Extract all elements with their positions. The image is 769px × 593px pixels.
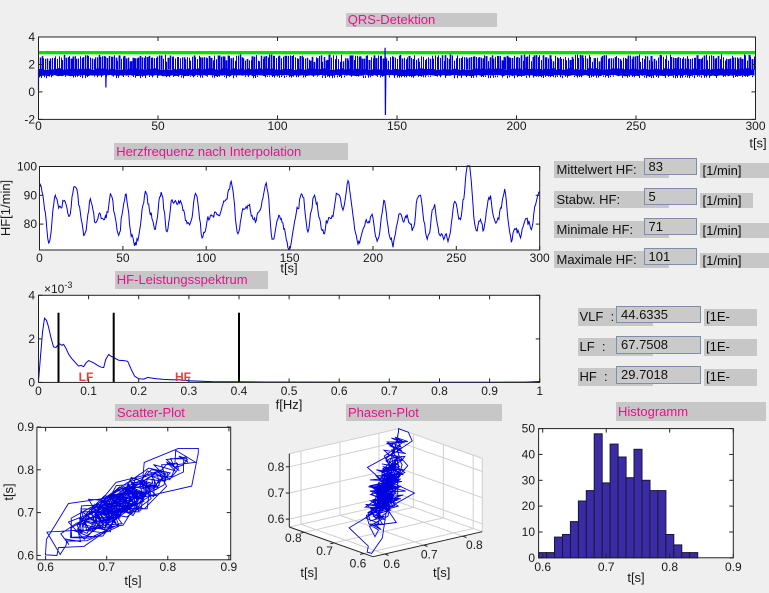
svg-text:t[s]: t[s]: [749, 136, 766, 151]
svg-text:HF[1/min]: HF[1/min]: [0, 180, 13, 236]
svg-text:0: 0: [35, 384, 42, 398]
svg-text:0.8: 0.8: [285, 531, 302, 545]
svg-text:50: 50: [151, 119, 165, 133]
svg-text:100: 100: [17, 160, 37, 174]
svg-text:50: 50: [522, 422, 536, 436]
svg-text:0.8: 0.8: [17, 463, 34, 477]
svg-text:0.4: 0.4: [231, 384, 248, 398]
svg-text:0.8: 0.8: [268, 460, 285, 474]
svg-text:30: 30: [522, 473, 536, 487]
svg-text:1: 1: [536, 384, 543, 398]
svg-text:40: 40: [522, 447, 536, 461]
svg-text:t[s]: t[s]: [124, 573, 141, 588]
svg-text:0.8: 0.8: [159, 560, 176, 574]
svg-text:150: 150: [387, 119, 407, 133]
svg-text:0.6: 0.6: [37, 560, 54, 574]
svg-text:200: 200: [363, 251, 383, 265]
svg-text:t[s]: t[s]: [1, 483, 16, 500]
svg-text:0: 0: [35, 119, 42, 133]
svg-text:0.7: 0.7: [268, 486, 285, 500]
svg-text:t[s]: t[s]: [433, 565, 450, 580]
svg-text:0.6: 0.6: [534, 560, 551, 574]
svg-text:0.8: 0.8: [661, 560, 678, 574]
svg-text:20: 20: [522, 499, 536, 513]
svg-text:50: 50: [116, 251, 130, 265]
svg-text:0.1: 0.1: [80, 384, 97, 398]
svg-text:0: 0: [28, 375, 35, 389]
svg-text:0.5: 0.5: [281, 384, 298, 398]
svg-text:0.9: 0.9: [481, 384, 498, 398]
svg-text:0.8: 0.8: [431, 384, 448, 398]
svg-text:LF: LF: [79, 370, 94, 384]
svg-text:t[s]: t[s]: [627, 570, 644, 585]
svg-text:10: 10: [522, 525, 536, 539]
svg-text:0.9: 0.9: [725, 560, 742, 574]
svg-text:0.6: 0.6: [268, 512, 285, 526]
svg-text:250: 250: [626, 119, 646, 133]
svg-text:90: 90: [24, 188, 38, 202]
svg-text:0.6: 0.6: [350, 557, 367, 571]
svg-text:150: 150: [280, 251, 300, 265]
svg-text:0: 0: [36, 251, 43, 265]
svg-text:0.2: 0.2: [130, 384, 147, 398]
svg-text:t[s]: t[s]: [280, 261, 297, 276]
svg-text:0.9: 0.9: [17, 420, 34, 434]
svg-text:0.7: 0.7: [316, 544, 333, 558]
svg-text:0.6: 0.6: [331, 384, 348, 398]
svg-text:0.6: 0.6: [17, 548, 34, 562]
svg-text:0.3: 0.3: [181, 384, 198, 398]
svg-text:100: 100: [267, 119, 287, 133]
svg-text:4: 4: [28, 30, 35, 44]
svg-text:0: 0: [28, 85, 35, 99]
svg-text:2: 2: [28, 332, 35, 346]
svg-text:0.7: 0.7: [598, 560, 615, 574]
svg-text:0.8: 0.8: [466, 538, 483, 552]
svg-text:2: 2: [28, 58, 35, 72]
svg-text:t[s]: t[s]: [300, 565, 317, 580]
svg-text:100: 100: [196, 251, 216, 265]
svg-text:250: 250: [446, 251, 466, 265]
svg-text:300: 300: [745, 119, 765, 133]
svg-text:HF: HF: [175, 370, 191, 384]
svg-text:300: 300: [530, 251, 550, 265]
svg-text:0.7: 0.7: [381, 384, 398, 398]
svg-text:0: 0: [528, 551, 535, 565]
svg-text:0.6: 0.6: [383, 557, 400, 571]
svg-text:80: 80: [24, 217, 38, 231]
svg-text:f[Hz]: f[Hz]: [276, 397, 303, 412]
svg-text:-2: -2: [24, 112, 35, 126]
svg-text:200: 200: [506, 119, 526, 133]
svg-text:0.7: 0.7: [421, 548, 438, 562]
svg-text:4: 4: [28, 288, 35, 302]
svg-text:0.7: 0.7: [98, 560, 115, 574]
svg-text:0.7: 0.7: [17, 506, 34, 520]
svg-text:×10-3: ×10-3: [44, 280, 72, 296]
svg-text:0.9: 0.9: [221, 560, 238, 574]
